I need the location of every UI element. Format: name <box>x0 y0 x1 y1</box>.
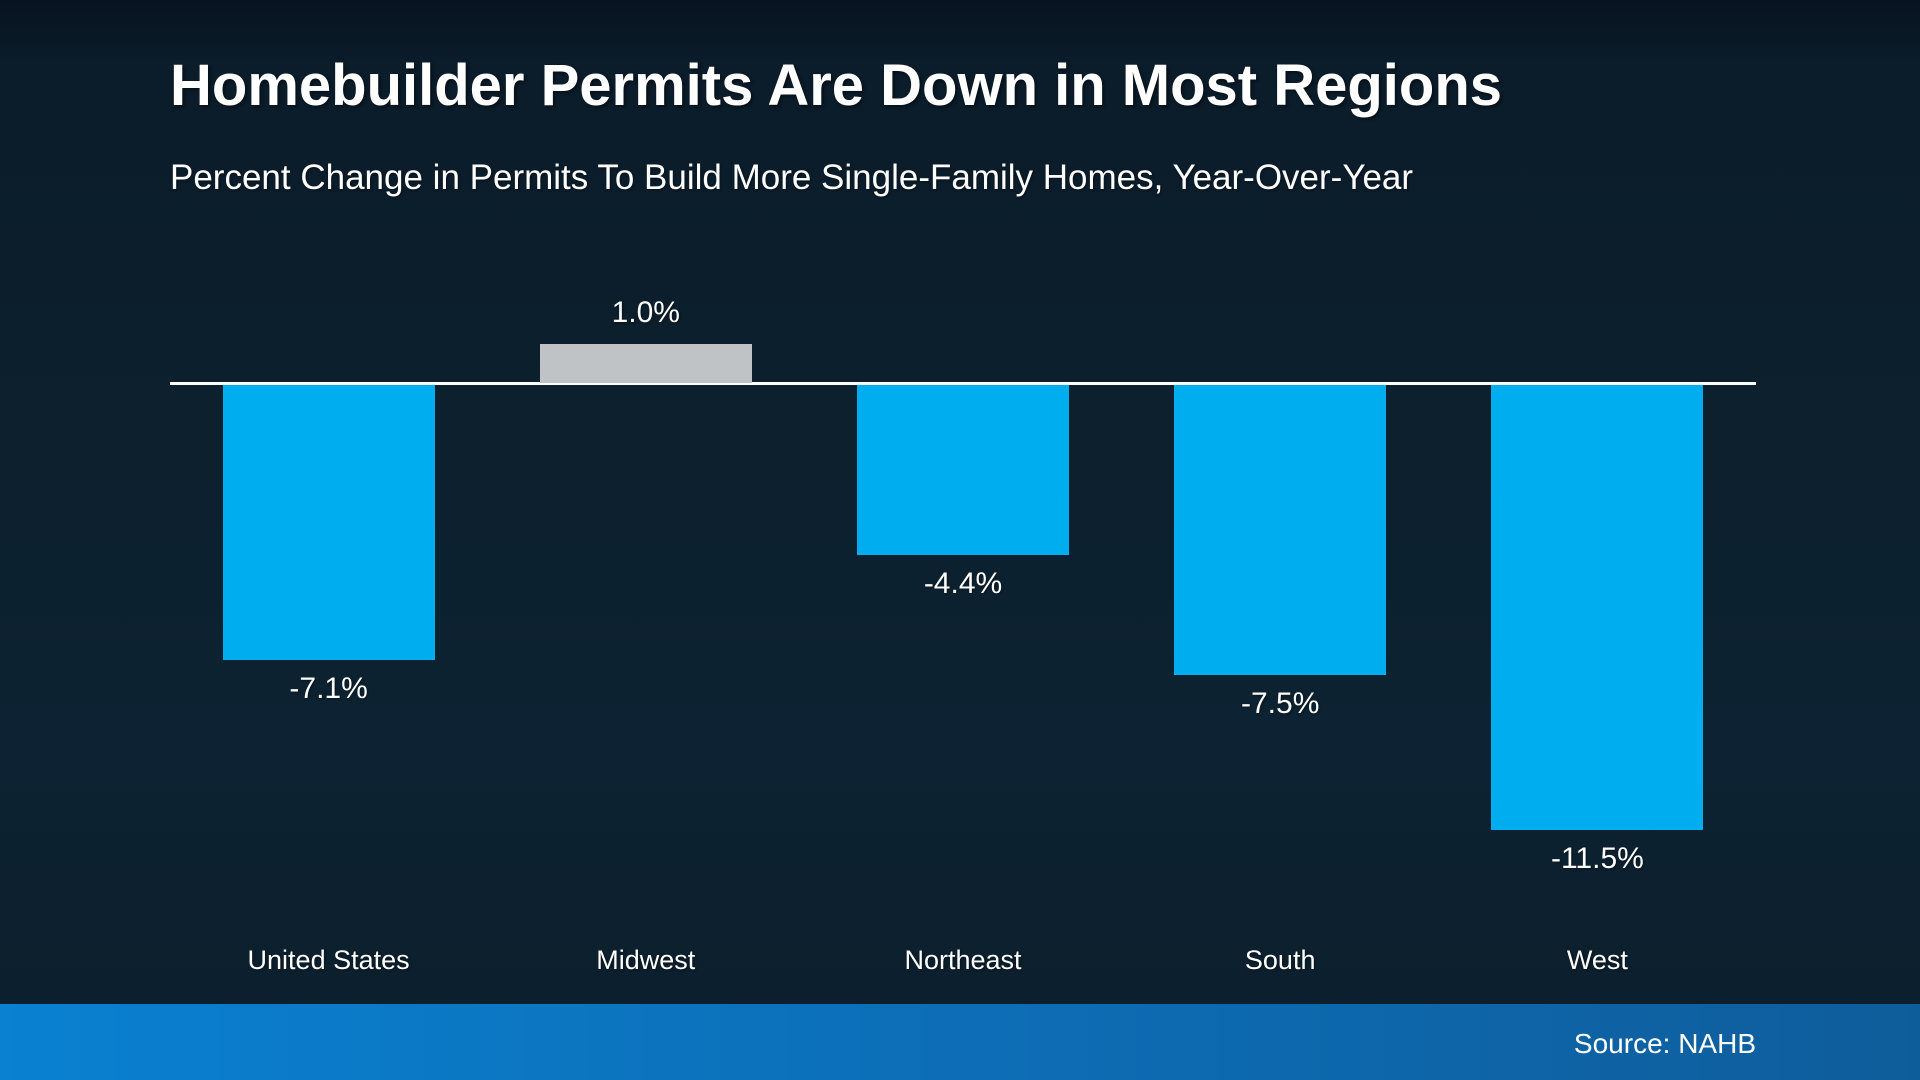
source-label: Source: NAHB <box>1573 1028 1756 1059</box>
x-axis-label-midwest: Midwest <box>596 945 696 975</box>
bar-value-label: -11.5% <box>1550 842 1644 876</box>
bar-value-label: 1.0% <box>611 296 680 330</box>
footer-bar: Source: NAHB <box>0 1004 1920 1080</box>
x-axis-label-united-states: United States <box>247 945 410 975</box>
bar-midwest <box>539 344 752 383</box>
bar-value-label: -7.1% <box>289 671 368 705</box>
bar-value-label: -4.4% <box>923 567 1003 601</box>
x-axis-label-northeast: Northeast <box>904 945 1022 975</box>
page-title: Homebuilder Permits Are Down in Most Reg… <box>170 53 1503 118</box>
bar-value-label: -7.5% <box>1241 687 1320 721</box>
bar-south <box>1174 385 1387 676</box>
page-subtitle: Percent Change in Permits To Build More … <box>170 158 1414 197</box>
bar-west <box>1491 385 1704 831</box>
bar-united-states <box>222 385 435 660</box>
x-axis-label-south: South <box>1244 945 1316 975</box>
x-axis-label-west: West <box>1566 945 1628 975</box>
zero-axis-line <box>170 382 1756 385</box>
bar-northeast <box>857 385 1069 556</box>
